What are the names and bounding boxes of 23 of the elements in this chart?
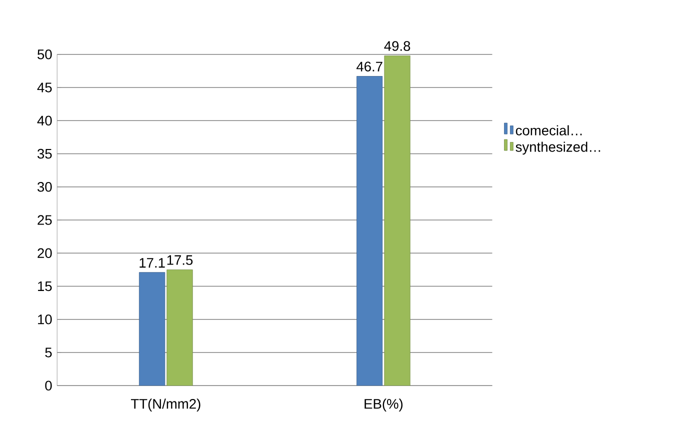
- legend-label: synthesized…: [516, 142, 600, 155]
- y-tick-label: 25: [38, 215, 52, 225]
- data-label: 46.7: [356, 62, 382, 72]
- y-tick-label: 50: [38, 49, 52, 60]
- y-tick-label: 10: [38, 314, 52, 324]
- bar: [139, 272, 166, 386]
- y-tick-label: 30: [38, 182, 52, 192]
- x-tick-label: TT(N/mm2): [130, 398, 200, 412]
- data-label: 49.8: [384, 41, 410, 51]
- y-tick-label: 0: [45, 380, 52, 391]
- data-label: 17.5: [167, 255, 193, 265]
- y-tick-label: 45: [37, 82, 52, 92]
- bar: [166, 269, 193, 386]
- data-label: 17.1: [140, 258, 165, 268]
- y-tick-label: 40: [37, 116, 52, 126]
- legend-label: comecial…: [516, 125, 582, 136]
- y-tick-label: 5: [45, 348, 52, 358]
- y-tick-label: 15: [38, 281, 52, 292]
- y-tick-label: 35: [38, 148, 52, 159]
- y-tick-label: 20: [38, 248, 52, 258]
- x-tick-label: EB(%): [364, 398, 403, 412]
- bar: [356, 76, 383, 386]
- bar: [384, 55, 410, 386]
